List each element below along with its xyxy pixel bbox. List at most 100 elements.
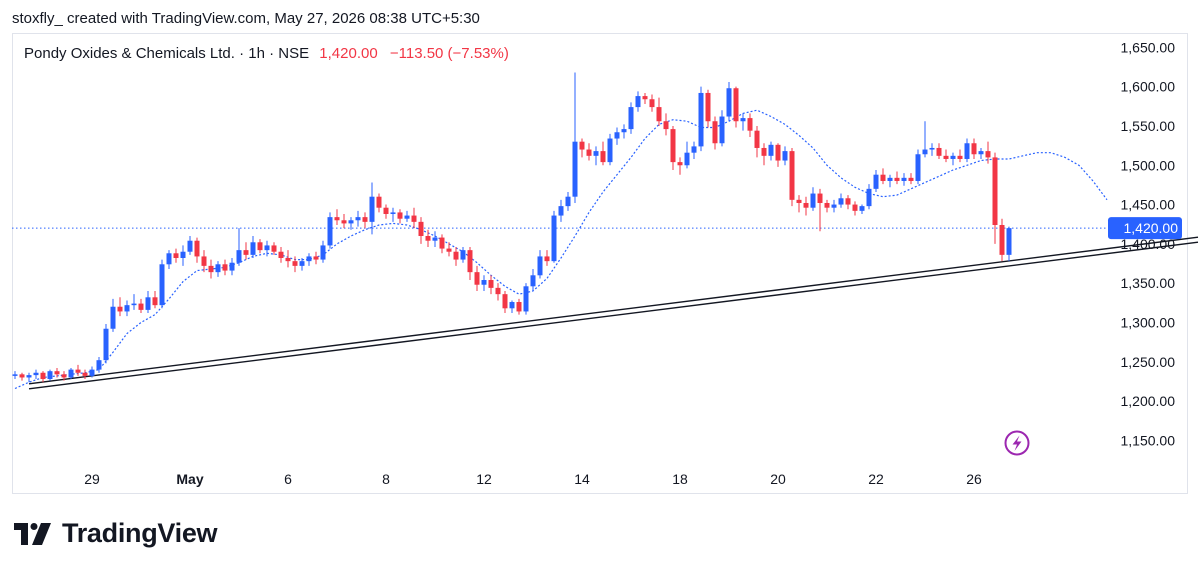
candle-body xyxy=(558,206,564,216)
candle xyxy=(544,250,550,266)
candle-body xyxy=(719,116,725,144)
candle-body xyxy=(404,215,410,219)
y-tick-label: 1,500.00 xyxy=(1121,157,1176,173)
candle xyxy=(369,182,375,235)
candlestick-series xyxy=(12,72,1012,383)
candle xyxy=(530,269,536,292)
candle xyxy=(82,369,88,380)
candle xyxy=(936,143,942,159)
candle xyxy=(54,368,60,378)
candle xyxy=(131,294,137,310)
trendline-upper[interactable] xyxy=(28,236,1199,385)
candle xyxy=(943,149,949,163)
candle-body xyxy=(180,251,186,259)
trendline-group[interactable] xyxy=(28,236,1199,390)
candle xyxy=(887,174,893,188)
candle xyxy=(285,250,291,268)
candle xyxy=(607,133,613,166)
candle xyxy=(173,248,179,263)
candle-body xyxy=(509,302,515,309)
candle xyxy=(355,210,361,227)
candle xyxy=(313,251,319,265)
candle xyxy=(740,113,746,131)
candle xyxy=(502,291,508,314)
candle-body xyxy=(929,147,935,150)
candle xyxy=(922,121,928,158)
price-axis[interactable]: 1,650.00 1,600.00 1,550.00 1,500.00 1,450.00… xyxy=(1121,39,1176,448)
candle xyxy=(12,371,18,380)
candle-body xyxy=(19,374,25,378)
candle-body xyxy=(264,245,270,251)
candle-body xyxy=(341,220,347,224)
candle xyxy=(194,237,200,263)
candle-body xyxy=(852,204,858,211)
candle-body xyxy=(551,215,557,262)
candle-body xyxy=(782,151,788,161)
candle-body xyxy=(320,245,326,260)
candle xyxy=(110,298,116,332)
candle-body xyxy=(642,96,648,100)
last-price-tag-box xyxy=(1108,217,1182,240)
candle-body xyxy=(656,107,662,122)
candle xyxy=(838,193,844,208)
candle xyxy=(117,297,123,317)
candle-body xyxy=(572,141,578,197)
candle xyxy=(831,199,837,213)
candle xyxy=(803,196,809,216)
candle-body xyxy=(236,250,242,263)
candle xyxy=(495,283,501,301)
candle-body xyxy=(740,118,746,122)
candle-body xyxy=(733,88,739,122)
candle xyxy=(705,89,711,128)
candle-body xyxy=(355,217,361,221)
tradingview-footer[interactable]: TradingView xyxy=(14,518,218,549)
candle xyxy=(397,209,403,224)
candle-body xyxy=(299,261,305,266)
candle-body xyxy=(635,96,641,108)
candle xyxy=(593,146,599,166)
candle xyxy=(628,102,634,134)
lightning-icon[interactable] xyxy=(1004,430,1030,456)
candle-body xyxy=(103,328,109,361)
chart-panel[interactable] xyxy=(12,33,1188,494)
y-tick-label: 1,200.00 xyxy=(1121,393,1176,409)
candle-body xyxy=(824,202,830,208)
candle-body xyxy=(964,143,970,159)
candle xyxy=(698,86,704,152)
candle xyxy=(747,113,753,137)
candle-body xyxy=(201,256,207,266)
candle-body xyxy=(376,196,382,208)
time-axis[interactable]: 29 May 6 8 12 14 18 20 22 26 xyxy=(84,471,982,487)
candle xyxy=(964,138,970,163)
candle xyxy=(873,169,879,192)
candle-body xyxy=(460,250,466,260)
candle-body xyxy=(775,144,781,161)
candle xyxy=(866,184,872,210)
price-chart[interactable]: 1,650.00 1,600.00 1,550.00 1,500.00 1,450.00… xyxy=(0,0,1200,500)
candle xyxy=(446,242,452,257)
candle-body xyxy=(747,118,753,131)
candle-body xyxy=(950,155,956,159)
candle xyxy=(33,369,39,380)
candle xyxy=(306,253,312,266)
candle-body xyxy=(712,121,718,144)
candle xyxy=(418,217,424,244)
candle xyxy=(47,369,53,381)
candle xyxy=(159,259,165,309)
candle-body xyxy=(257,242,263,251)
candle-body xyxy=(859,206,865,211)
candle xyxy=(341,213,347,229)
symbol-legend[interactable]: Pondy Oxides & Chemicals Ltd. · 1h · NSE… xyxy=(24,45,509,62)
candle-body xyxy=(761,147,767,156)
trendline-lower[interactable] xyxy=(28,241,1199,390)
candle-body xyxy=(369,196,375,222)
x-tick-label: May xyxy=(176,471,203,487)
moving-average-line xyxy=(14,109,1108,390)
candle-body xyxy=(936,147,942,156)
last-price-tag: 1,420.00 xyxy=(1108,217,1182,240)
candle xyxy=(908,173,914,185)
candle-body xyxy=(467,250,473,273)
candle-body xyxy=(243,250,249,255)
candle xyxy=(978,147,984,159)
candle-body xyxy=(173,253,179,259)
